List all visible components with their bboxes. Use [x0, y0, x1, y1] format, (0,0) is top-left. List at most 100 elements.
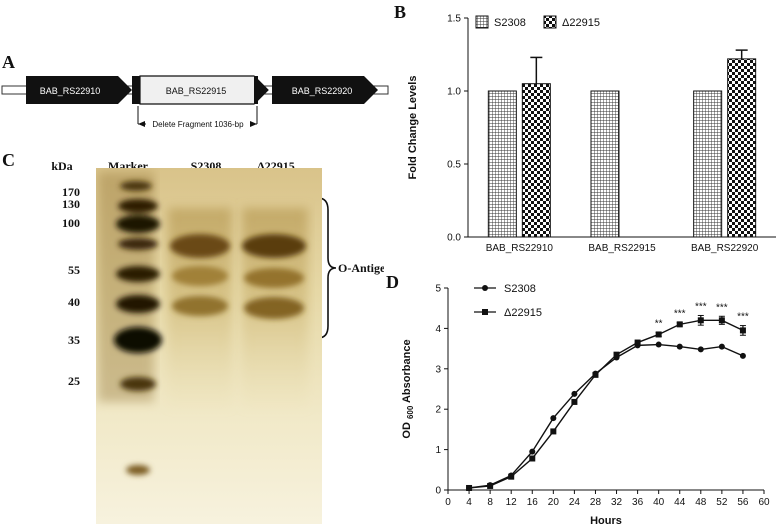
data-point [550, 415, 557, 422]
series-line [468, 343, 744, 489]
data-point [529, 455, 536, 462]
data-point [718, 317, 725, 324]
o-antigen-brace [317, 197, 337, 339]
delete-arrow-right [250, 121, 257, 127]
delete-label-bg [146, 118, 250, 130]
y-tick-label: 1 [435, 445, 441, 456]
data-point [466, 484, 473, 491]
category-label: BAB_RS22920 [691, 243, 759, 254]
panel-label-c: C [2, 150, 15, 170]
data-point [676, 321, 683, 328]
growth-chart-lines: ******** ****** [466, 301, 749, 491]
data-point [739, 327, 746, 334]
data-point [718, 343, 725, 350]
data-point [655, 341, 662, 348]
y-title-subscript: 600 [406, 405, 415, 419]
legend-marker [482, 285, 488, 291]
marker-size-label: 25 [68, 374, 80, 388]
significance-marker: *** [695, 301, 707, 312]
x-tick-label: 16 [527, 497, 539, 508]
gene-start-block [132, 76, 140, 104]
gel-labels: kDa Marker S2308 Δ22915 1701301005540352… [51, 159, 384, 388]
bar [693, 90, 723, 238]
y-tick-label: 0.5 [447, 160, 461, 171]
x-tick-label: 48 [695, 497, 707, 508]
y-tick-label: 3 [435, 364, 441, 375]
data-point [697, 317, 704, 324]
y-tick-label: 1.0 [447, 87, 461, 98]
panel-label-b: B [394, 2, 407, 22]
bar [487, 90, 517, 238]
y-tick-label: 4 [435, 324, 441, 335]
marker-size-label: 100 [62, 216, 80, 230]
data-point [571, 398, 578, 405]
marker-lane-bands [114, 181, 162, 475]
x-tick-label: 20 [548, 497, 560, 508]
marker-size-label: 40 [68, 295, 80, 309]
legend-label: Δ22915 [504, 307, 542, 319]
bar-chart-axes: 0.0 0.5 1.0 1.5 Fold Change Levels BAB_RS2291… [407, 14, 776, 254]
data-point [613, 351, 620, 358]
marker-size-label: 130 [62, 197, 80, 211]
marker-size-label: 55 [68, 263, 80, 277]
bar-chart-bars [487, 49, 757, 238]
y-tick-label: 2 [435, 405, 441, 416]
y-tick-label: 0 [435, 486, 441, 497]
x-tick-label: 4 [466, 497, 472, 508]
panel-label-d: D [386, 272, 399, 292]
delete-fragment-label: Delete Fragment 1036-bp [152, 120, 244, 129]
x-tick-label: 60 [758, 497, 770, 508]
gene-label-2: BAB_RS22915 [166, 86, 227, 96]
bar [727, 58, 757, 238]
legend-swatch [475, 15, 489, 29]
y-tick-label: 5 [435, 284, 441, 295]
data-point [550, 428, 557, 435]
gene-arrow-1 [26, 76, 132, 104]
y-axis-title: OD 600 Absorbance [401, 339, 415, 438]
y-axis-title: Fold Change Levels [407, 76, 419, 180]
sample-lane-bands [170, 234, 306, 319]
legend-label: S2308 [504, 283, 536, 295]
gene-arrow-3 [272, 76, 378, 104]
fold-change-bar-chart: 0.0 0.5 1.0 1.5 Fold Change Levels BAB_RS2291… [407, 14, 776, 254]
y-tick-label: 1.5 [447, 14, 461, 25]
x-tick-label: 12 [506, 497, 518, 508]
x-tick-label: 24 [569, 497, 581, 508]
x-tick-label: 8 [487, 497, 493, 508]
data-point [634, 339, 641, 346]
x-axis-title: Hours [590, 515, 622, 527]
bar [521, 83, 551, 238]
data-point [571, 390, 578, 397]
x-tick-label: 56 [737, 497, 749, 508]
legend-label: Δ22915 [562, 17, 600, 29]
x-tick-label: 44 [674, 497, 686, 508]
category-label: BAB_RS22910 [486, 243, 554, 254]
panel-label-a: A [2, 52, 15, 72]
data-point [508, 473, 515, 480]
data-point [529, 448, 536, 455]
data-point [655, 331, 662, 338]
y-title-absorbance: Absorbance [401, 339, 413, 405]
data-point [676, 343, 683, 350]
legend-label: S2308 [494, 17, 526, 29]
marker-size-label: 35 [68, 333, 80, 347]
significance-marker: *** [674, 309, 686, 320]
silver-stained-gel [96, 168, 322, 524]
kda-label: kDa [51, 159, 72, 173]
data-point [739, 352, 746, 359]
o-antigen-label: O-Antigen [338, 261, 384, 275]
legend-marker [482, 309, 488, 315]
gene-label-3: BAB_RS22920 [292, 86, 353, 96]
significance-marker: *** [716, 302, 728, 313]
data-point [592, 371, 599, 378]
x-tick-label: 0 [445, 497, 451, 508]
data-point [697, 346, 704, 353]
category-label: BAB_RS22915 [588, 243, 656, 254]
y-tick-label: 0.0 [447, 233, 461, 244]
gene-arrow-2-head [254, 76, 268, 104]
delete-arrow-left [138, 121, 145, 127]
data-point [487, 482, 494, 489]
